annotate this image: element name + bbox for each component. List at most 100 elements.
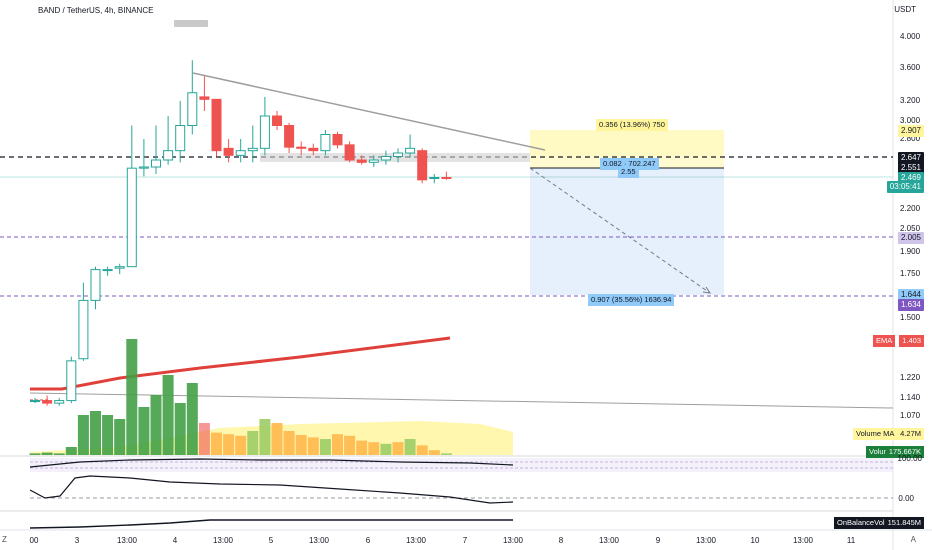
volume-bar [162,375,174,455]
tag-countdown: 03:05:41 [886,181,924,193]
time-axis-label: 13:00 [502,536,524,545]
candle-body [284,125,295,148]
price-axis-label: 2.800 [900,134,921,143]
candle-body [356,159,367,163]
candle-body [102,269,113,272]
time-axis-label: 4 [172,536,178,545]
time-axis-label: 13:00 [792,536,814,545]
time-axis-label: 9 [655,536,661,545]
volume-bar [295,435,307,455]
position-profit-label[interactable]: 0.356 (13.96%) 750 [596,119,668,131]
volume-bar [114,419,126,455]
volume-bar [332,434,343,455]
candle-body [429,177,440,179]
price-axis-label: 2.050 [900,224,921,233]
tag-level: 2.005 [897,232,924,244]
volume-bar [138,407,150,455]
price-axis-label: 4.000 [900,32,921,41]
volume-bar [198,423,210,455]
support-trendline [29,392,894,409]
candle-body [151,159,161,168]
candle-body [272,115,282,126]
candle-body [90,269,101,301]
candle-body [126,167,137,268]
projection-arrow [529,167,711,294]
symbol-title: BAND / TetherUS, 4h, BINANCE [38,6,154,15]
candle-body [163,150,174,161]
time-axis-label: 00 [29,536,39,545]
arrow-head [702,286,712,294]
drag-handle[interactable] [174,20,208,27]
time-axis-label: 5 [268,536,274,545]
volume-bar [126,339,138,455]
resistance-trendline [192,72,546,151]
candle-body [66,360,77,402]
candle-body [332,134,343,146]
price-axis-label: 2.200 [900,204,921,213]
candle-body [187,92,198,126]
candle-body [199,96,210,100]
rsi-top-label: 100.00 [897,454,922,463]
volume-bar [307,437,319,455]
volume-bar [235,435,247,455]
volume-bar [223,434,235,455]
candle-body [175,125,186,152]
tag-target-down: 1.644 [897,289,924,301]
tag-level-low: 1.634 [897,299,924,311]
time-axis-label: 6 [365,536,371,545]
volume-bar [174,403,186,455]
ema-line [30,336,451,391]
candle-body [441,177,452,179]
price-axis-label: 1.900 [900,247,921,256]
volume-bar [392,442,404,455]
candle-body [114,266,125,269]
candle-body [235,150,246,156]
volume-bar [150,395,162,455]
tag-entry: 2.551 [897,162,924,174]
time-axis-label: 13:00 [695,536,717,545]
volume-bar [53,453,65,455]
consolidation-box [260,153,530,162]
candle-body [42,400,53,404]
candle-body [344,144,355,161]
time-axis-label: 11 [846,536,856,545]
loss-zone [530,168,724,295]
price-axis-label: 1.500 [900,313,921,322]
auto-scale-icon[interactable]: A [910,535,916,544]
candle-body [30,400,40,403]
rsi-band [30,458,893,472]
zoom-icon[interactable]: Z [2,535,7,544]
position-center-sub[interactable]: 2.55 [618,166,639,178]
volume-bar [356,440,368,455]
time-axis-label: 13:00 [598,536,620,545]
candle-body [380,156,391,161]
position-loss-label[interactable]: 0.907 (35.56%) 1636.94 [588,294,675,306]
price-axis-label: 1.070 [900,411,921,420]
osc-line [29,475,514,504]
candle-body [54,400,65,404]
candle-body [247,147,258,152]
position-center-label[interactable]: 0.082 · 702.247 [600,158,659,170]
time-axis-label: 13:00 [405,536,427,545]
candle-body [296,146,307,149]
price-axis-label: 3.200 [900,96,921,105]
volume-ma-value: 4.27M [897,428,924,440]
time-axis-label: 13:00 [116,536,138,545]
candle-body [211,98,222,152]
volume-ma-name: Volume MA [853,428,898,440]
ema-value-label: 1.403 [899,335,924,347]
time-axis-label: 13:00 [212,536,234,545]
volume-bar [344,435,356,455]
profit-zone [530,130,724,156]
candle-body [393,152,403,157]
candle-body [78,299,89,360]
currency-label[interactable]: USDT [894,5,916,14]
volume-bar [77,415,89,455]
candle-body [368,159,379,163]
time-axis-label: 3 [74,536,80,545]
time-axis-label: 8 [558,536,564,545]
candle-body [320,134,331,152]
volume-bar [102,415,114,455]
volume-bar [41,452,53,455]
